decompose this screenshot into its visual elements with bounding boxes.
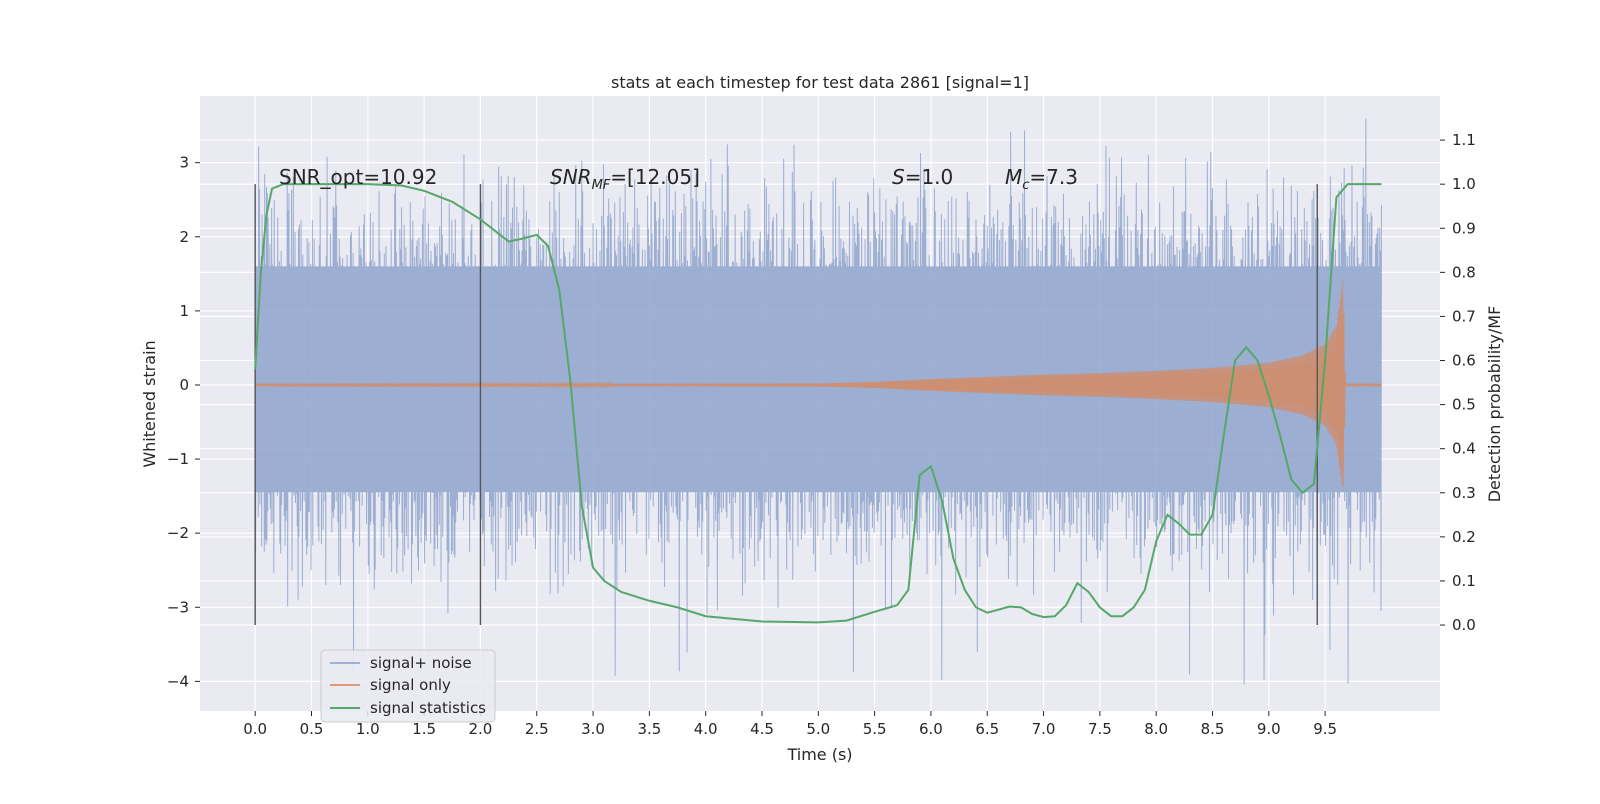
left-y-axis-ticks: 3 2 1 0 −1 −2 −3 −4 [167,154,200,690]
annotation-mc: Mc=7.3 [1005,165,1078,193]
legend-box [320,649,496,723]
y-left-tick-label: −3 [167,598,189,616]
legend-label-signal-only: signal only [370,676,451,694]
x-tick-label: 6.5 [975,720,999,738]
left-y-axis-label: Whitened strain [140,340,159,467]
annotation-s: S=1.0 [892,165,953,189]
y-left-tick-label: 2 [179,228,189,246]
y-left-tick-label: 1 [179,302,189,320]
x-tick-label: 6.0 [919,720,943,738]
x-tick-label: 5.0 [806,720,830,738]
y-left-tick-label: 3 [179,154,189,172]
y-right-tick-label: 0.3 [1452,484,1476,502]
y-right-tick-label: 0.9 [1452,219,1476,237]
x-tick-label: 4.5 [750,720,774,738]
y-left-tick-label: 0 [179,376,189,394]
signal-noise-series [254,118,1382,685]
x-tick-label: 3.5 [637,720,661,738]
annotation-s-main: S [892,165,905,189]
x-axis-label: Time (s) [786,745,852,764]
annotation-mc-main: M [1005,165,1022,189]
y-right-tick-label: 1.1 [1452,131,1476,149]
annotation-s-value: =1.0 [905,165,954,189]
signal-statistics-line [254,183,1382,624]
legend-label-signal-noise: signal+ noise [370,654,472,672]
annotation-mc-sub: c [1022,178,1029,193]
x-tick-label: 2.0 [469,720,493,738]
x-tick-label: 7.0 [1032,720,1056,738]
y-right-tick-label: 0.1 [1452,572,1476,590]
annotation-snr-mf-value: =[12.05] [610,165,700,189]
x-tick-label: 1.0 [356,720,380,738]
x-tick-label: 7.5 [1088,720,1112,738]
signal-noise-line [254,118,1382,685]
vertical-markers [254,184,1318,626]
x-tick-label: 5.5 [863,720,887,738]
x-tick-label: 4.0 [694,720,718,738]
x-axis-ticks: 0.0 0.5 1.0 1.5 2.0 2.5 3.0 3.5 4.0 4.5 5.0 5.5 6.0 6… [243,711,1337,738]
y-right-tick-label: 0.0 [1452,616,1476,634]
x-tick-label: 9.0 [1257,720,1281,738]
annotation-snr-mf: SNRMF=[12.05] [550,165,700,193]
y-right-tick-label: 0.4 [1452,440,1476,458]
y-right-tick-label: 0.5 [1452,396,1476,414]
x-tick-label: 2.5 [525,720,549,738]
x-tick-label: 0.5 [300,720,324,738]
signal-statistics-series [254,183,1382,624]
annotation-mc-value: =7.3 [1029,165,1078,189]
annotation-snr-opt: SNR_opt=10.92 [279,165,437,189]
y-left-tick-label: −4 [167,672,189,690]
y-left-tick-label: −2 [167,524,189,542]
signal-only-series [254,281,1382,487]
x-tick-label: 1.5 [412,720,436,738]
x-tick-label: 3.0 [581,720,605,738]
y-right-tick-label: 0.6 [1452,352,1476,370]
chart-title: stats at each timestep for test data 286… [611,73,1029,92]
legend: signal+ noise signal only signal statist… [320,649,496,723]
x-tick-label: 8.0 [1144,720,1168,738]
x-tick-label: 0.0 [243,720,267,738]
annotation-snr-mf-main: SNR [550,165,592,189]
right-y-axis-label: Detection probability/MF [1485,306,1504,503]
legend-label-signal-statistics: signal statistics [370,699,486,717]
y-right-tick-label: 0.2 [1452,528,1476,546]
y-right-tick-label: 0.8 [1452,263,1476,281]
y-right-tick-label: 1.0 [1452,175,1476,193]
right-y-axis-ticks: 1.1 1.0 0.9 0.8 0.7 0.6 0.5 0.4 0.3 0.2 0.1 0.0 [1440,131,1476,634]
annotation-snr-mf-sub: MF [592,178,611,193]
signal-only-line [254,281,1382,487]
y-left-tick-label: −1 [167,450,189,468]
x-tick-label: 8.5 [1201,720,1225,738]
x-tick-label: 9.5 [1313,720,1337,738]
y-right-tick-label: 0.7 [1452,307,1476,325]
